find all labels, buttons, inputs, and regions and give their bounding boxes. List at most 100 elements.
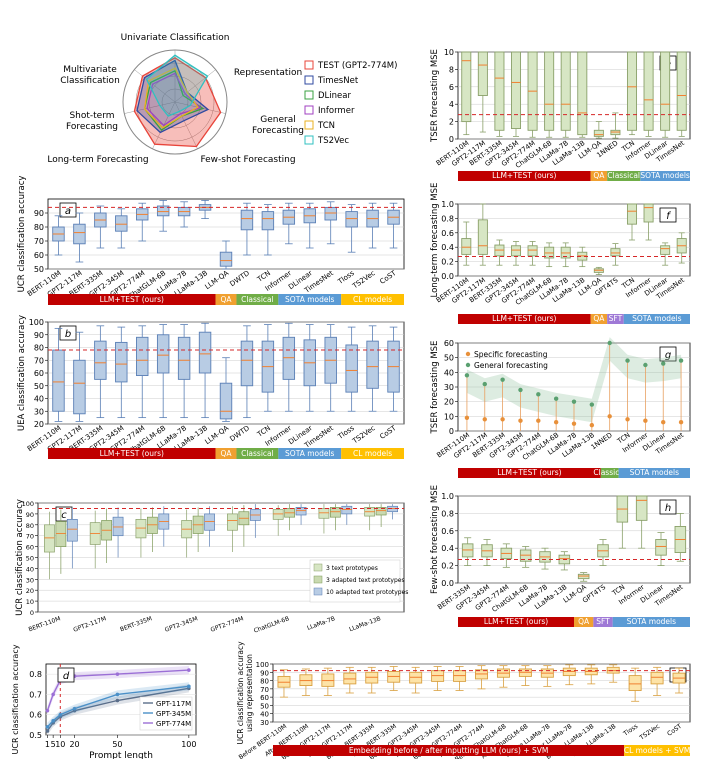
box-llama-13b-s1 [375, 507, 387, 516]
radar-chart: Univariate Classification Representation… [47, 33, 397, 165]
box-llm-qa [219, 382, 233, 420]
box-llama-13b [577, 51, 588, 136]
point-specific [678, 420, 684, 425]
group-band-label: QA [593, 314, 605, 323]
y-tick-label: 50 [26, 555, 34, 563]
panel-letter-box [59, 325, 77, 341]
legend-frame [309, 559, 401, 603]
y-tick-label: 0.6 [441, 229, 454, 238]
y-tick-label: 6 [449, 83, 454, 92]
group-band-label: SFT [609, 314, 623, 323]
group-band-cl-models-svm [624, 745, 690, 756]
panel-d-prompt-length: 0.5 0.6 0.7 0.8 1 5 10 20 50 100 Prompt length UCR … [11, 644, 196, 759]
group-band-qa [215, 448, 237, 459]
y-tick-label: 100 [256, 661, 269, 669]
radar-spoke [134, 69, 176, 103]
panel-letter-box [659, 346, 677, 362]
box-gpt2-345m [115, 215, 128, 232]
x-tick-label: ChatGLM-6B [253, 615, 290, 634]
series-point [187, 668, 191, 672]
group-band-classical [236, 294, 279, 305]
x-tick-label: LLaMa-7B [306, 615, 336, 632]
y-axis-label: Long-term forecasting MSE [430, 183, 440, 298]
x-axis-label: Prompt length [89, 751, 153, 759]
group-band-llm-test-ours- [458, 314, 591, 324]
x-tick-label: LLM-QA [204, 269, 231, 291]
series-point [45, 729, 50, 733]
box-llama-13b [198, 331, 212, 374]
legend-swatch-test [304, 60, 314, 70]
y-tick-label: 20 [26, 587, 34, 595]
box-llama-7b [177, 336, 191, 380]
x-tick-label: GPT2-117M [72, 615, 107, 633]
panel-i-representation: 30405060708090100iUCR classification acc… [236, 641, 691, 759]
legend-swatch [313, 575, 323, 584]
point-general [464, 373, 470, 378]
y-tick-label: 0.6 [29, 711, 42, 720]
point-general [536, 392, 541, 397]
box-chatglm-6b [156, 205, 170, 217]
group-band-label: LLM+TEST (ours) [497, 468, 561, 477]
y-tick-label: 8 [449, 65, 454, 74]
group-band-qa [215, 294, 237, 305]
group-band-llm-test-ours- [48, 294, 216, 305]
group-band-label: LLM+TEST (ours) [100, 295, 164, 304]
y-tick-label: 0.5 [29, 731, 42, 740]
box-tcn [626, 51, 638, 131]
group-band-sota-models [278, 448, 342, 459]
group-band-label: Embedding before / after inputting LLM (… [349, 746, 549, 755]
y-tick-label: 0.2 [441, 562, 454, 571]
box-gpt2-345m-s2 [204, 513, 215, 531]
panel-letter: a [65, 206, 71, 217]
y-tick-label: 50 [444, 354, 454, 363]
group-band-classical [600, 468, 619, 478]
legend-general: General forecasting [474, 361, 548, 370]
group-band-label: CL models [353, 295, 392, 304]
box-bert-110m [461, 238, 472, 255]
box-bert-110m-s2 [66, 518, 78, 542]
box-llm-qa [219, 251, 233, 267]
box-bert-335m-s0 [135, 518, 147, 539]
group-band-label: Classical [593, 468, 626, 477]
group-band-label: QA [220, 449, 232, 458]
x-tick-label: 20 [69, 740, 79, 749]
series-point [115, 692, 120, 697]
x-tick-label: DWTD [228, 424, 251, 443]
y-tick-label: 40 [34, 395, 44, 404]
group-band-llm-test-ours- [458, 468, 601, 478]
legend-timesnet: TimesNet [317, 76, 359, 86]
y-tick-label: 70 [34, 237, 44, 246]
box-llama-7b [560, 51, 571, 131]
box-bert-110m-s1 [55, 521, 67, 547]
point-general [589, 402, 595, 407]
group-band-sota-models [612, 617, 690, 627]
group-band-sft [593, 617, 613, 627]
point-specific [571, 421, 577, 426]
group-band-qa [590, 171, 608, 181]
legend-swatch [313, 563, 323, 572]
panel-d-legend: GPT-117M GPT-345M GPT-774M [139, 696, 193, 731]
group-band-embedding-before-after-inputting-llm-ours-svm [273, 745, 625, 756]
plot-frame [272, 663, 691, 723]
y-axis-label: Few-shot forecasting MSE [430, 485, 440, 594]
plot-frame [457, 203, 691, 277]
group-band-label: CL models + SVM [624, 746, 690, 755]
series-point [45, 708, 50, 713]
y-tick-label: 40 [260, 711, 269, 719]
x-tick-label: CoST [666, 723, 683, 738]
group-band-qa [574, 617, 594, 627]
point-general [661, 361, 666, 366]
series-point [115, 672, 120, 676]
group-band-cl-models [341, 448, 404, 459]
y-tick-label: 10 [444, 412, 454, 421]
legend-marker-specific [465, 351, 471, 357]
box-tcn [261, 211, 275, 231]
y-tick-label: 0.6 [441, 527, 454, 536]
box-gpt4ts [610, 248, 621, 257]
box-dlinear [660, 51, 671, 131]
box-gpt2-345m [510, 245, 522, 257]
point-general [553, 396, 559, 401]
